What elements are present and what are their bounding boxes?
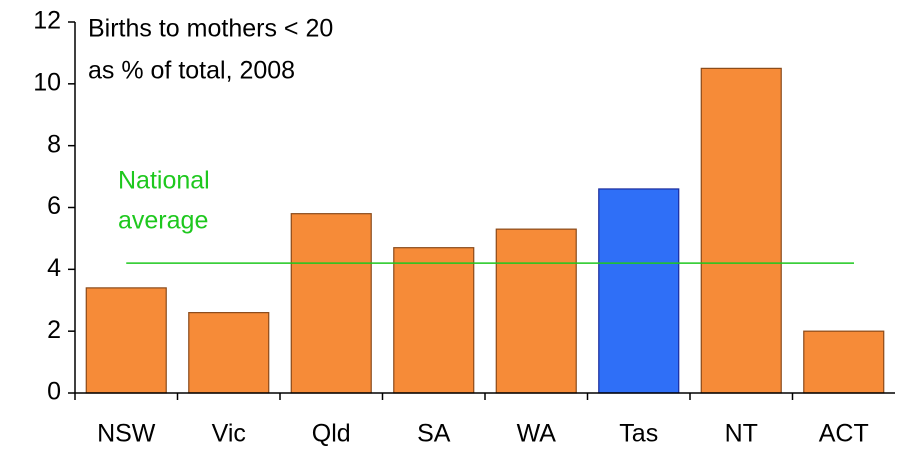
x-tick-label: NT [725,420,758,448]
y-tick-label: 12 [33,7,61,35]
bar [598,188,680,394]
y-tick-label: 2 [47,316,61,344]
bar [495,228,577,394]
chart-title: Births to mothers < 20 [88,15,333,43]
bar [393,247,475,394]
reference-label: average [118,207,208,235]
bar [290,213,372,394]
x-tick-label: NSW [97,420,156,448]
y-tick-label: 4 [47,254,61,282]
x-tick-label: Qld [312,420,351,448]
y-tick-label: 6 [47,192,61,220]
x-tick-label: WA [517,420,557,448]
x-tick-label: ACT [819,420,869,448]
x-tick-label: Tas [619,420,658,448]
y-tick-label: 0 [47,378,61,406]
y-tick-label: 8 [47,130,61,158]
reference-label: National [118,167,210,195]
x-tick-label: Vic [212,420,246,448]
bar [85,287,167,394]
bar [700,67,782,394]
bar [188,312,270,394]
chart-title: as % of total, 2008 [88,57,295,85]
bar [803,330,885,394]
y-tick-label: 10 [33,68,61,96]
x-tick-label: SA [417,420,451,448]
